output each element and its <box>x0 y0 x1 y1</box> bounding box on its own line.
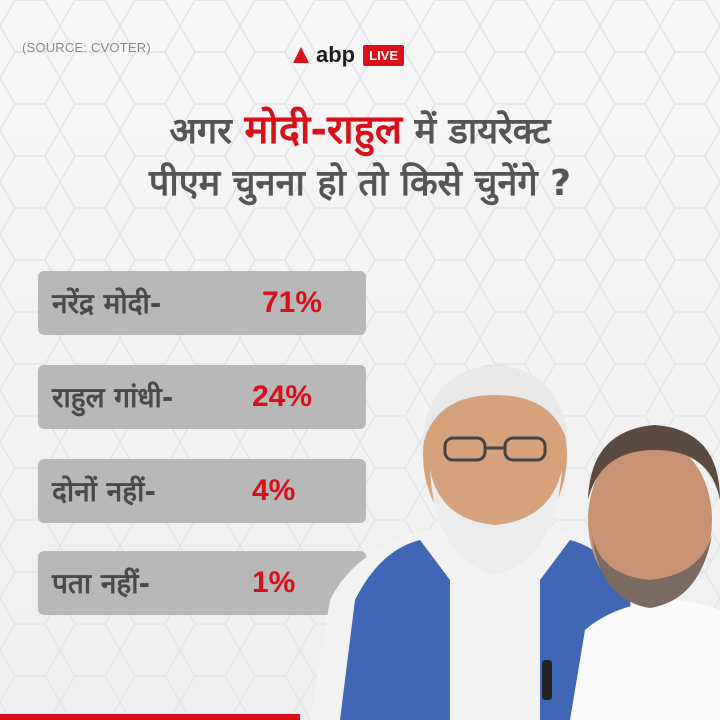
result-value: 1% <box>252 566 296 599</box>
result-label: राहुल गांधी- <box>52 381 174 414</box>
live-badge: LIVE <box>363 44 405 66</box>
result-row-neither: दोनों नहीं- 4% <box>38 459 366 523</box>
headline-line-2: पीएम चुनना हो तो किसे चुनेंगे ? <box>148 163 572 204</box>
result-label: दोनों नहीं- <box>52 475 156 508</box>
result-row-modi: नरेंद्र मोदी- 71% <box>38 271 366 335</box>
result-value: 4% <box>252 474 296 507</box>
headline-suffix: में डायरेक्ट <box>414 111 551 152</box>
politicians-photo <box>310 365 720 720</box>
result-label: पता नहीं- <box>52 567 151 600</box>
abp-live-logo: abp LIVE <box>292 42 405 68</box>
result-row-rahul: राहुल गांधी- 24% <box>38 365 366 429</box>
result-label: नरेंद्र मोदी- <box>52 287 162 320</box>
headline-highlight: मोदी-राहुल <box>244 107 403 153</box>
result-row-dont-know: पता नहीं- 1% <box>38 551 366 615</box>
headline-line-1: अगर मोदी-राहुल में डायरेक्ट <box>0 104 720 158</box>
source-label: (SOURCE: CVOTER) <box>22 40 151 55</box>
logo-triangle-icon <box>293 47 309 63</box>
result-value: 24% <box>252 380 313 413</box>
footer-accent-bar <box>0 714 300 720</box>
rahul-figure <box>570 425 720 720</box>
headline-prefix: अगर <box>169 111 232 152</box>
result-value: 71% <box>262 286 323 319</box>
logo-text: abp <box>316 42 356 67</box>
